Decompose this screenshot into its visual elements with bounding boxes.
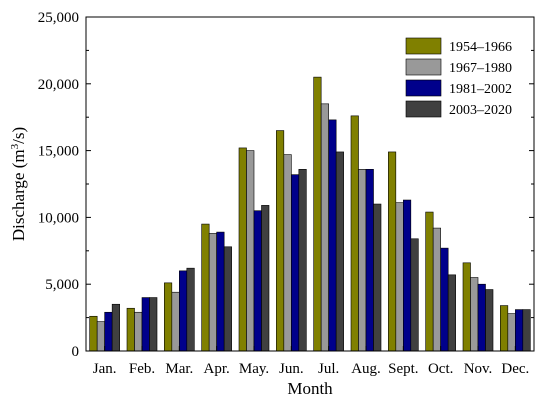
bars-group (89, 76, 531, 352)
bar-1967-1980-Aug (358, 169, 367, 352)
bar-1954-1966-Jul (313, 76, 322, 352)
x-tick-label: Feb. (129, 361, 155, 377)
bar-1981-2002-Jun (291, 174, 300, 352)
bar-1981-2002-Nov (477, 283, 486, 352)
x-tick-label: Dec. (501, 361, 529, 377)
y-axis-title-superscript: 3 (9, 143, 21, 149)
y-tick-label: 5,000 (45, 277, 79, 293)
y-axis-ticks: 0 5,000 10,000 15,000 20,000 25,000 (38, 10, 534, 360)
legend-label: 1967–1980 (449, 61, 512, 76)
y-tick-label: 0 (72, 344, 80, 360)
bar-1981-2002-Jul (328, 119, 337, 352)
bar-1954-1966-Dec (500, 305, 509, 352)
bar-1967-1980-Jan (96, 321, 105, 352)
bar-2003-2020-Dec (522, 309, 531, 352)
x-tick-label: Jul. (318, 361, 339, 377)
y-tick-label: 15,000 (38, 144, 79, 160)
bar-2003-2020-Feb (149, 297, 158, 352)
bar-1954-1966-Feb (126, 307, 135, 352)
bar-1967-1980-Nov (470, 277, 479, 352)
bar-1954-1966-Nov (462, 262, 471, 352)
x-tick-label: Nov. (464, 361, 493, 377)
y-axis-title: Discharge (m3/s) (9, 127, 28, 241)
legend-label: 2003–2020 (449, 103, 512, 118)
bar-1967-1980-Sept (395, 202, 404, 352)
bar-1981-2002-Apr (216, 231, 225, 352)
bar-1981-2002-Aug (365, 169, 374, 352)
legend-swatch (405, 79, 442, 97)
bar-1954-1966-Oct (425, 211, 434, 352)
y-tick-label: 20,000 (38, 77, 79, 93)
bar-1954-1966-Apr (201, 223, 210, 352)
legend-label: 1981–2002 (449, 82, 512, 97)
x-tick-label: Apr. (204, 361, 230, 377)
bar-1954-1966-Jun (276, 130, 285, 352)
x-tick-label: Jan. (93, 361, 117, 377)
bar-2003-2020-May (261, 205, 270, 352)
bar-1981-2002-Dec (515, 309, 524, 352)
bar-2003-2020-Aug (373, 203, 382, 352)
bar-1967-1980-Jun (283, 154, 292, 352)
x-tick-label: Mar. (165, 361, 193, 377)
bar-1967-1980-May (246, 150, 255, 352)
bar-1981-2002-Oct (440, 247, 449, 352)
legend-swatch (405, 58, 442, 76)
bar-2003-2020-Sept (410, 238, 419, 352)
bar-2003-2020-Jun (298, 169, 307, 352)
bar-1967-1980-Feb (134, 311, 143, 352)
y-axis-title-unit: /s) (9, 127, 28, 144)
x-axis-ticks: Jan. Feb. Mar. Apr. May. Jun. Jul. Aug. Sept. Oct… (93, 346, 529, 377)
bar-2003-2020-Nov (485, 289, 494, 352)
bar-2003-2020-Mar (186, 267, 195, 352)
bar-1967-1980-Mar (171, 291, 180, 352)
legend-label: 1954–1966 (449, 40, 512, 55)
bar-1981-2002-Sept (403, 199, 412, 352)
bar-2003-2020-Jul (335, 151, 344, 352)
legend: 1954–1966 1967–1980 1981–2002 2003–2020 (405, 37, 512, 118)
bar-1981-2002-May (253, 210, 262, 352)
bar-1954-1966-Sept (388, 151, 397, 352)
bar-2003-2020-Jan (111, 303, 120, 352)
legend-swatch (405, 100, 442, 118)
x-tick-label: May. (239, 361, 269, 377)
legend-swatch (405, 37, 442, 55)
x-axis-title: Month (287, 379, 333, 398)
x-tick-label: Jun. (279, 361, 304, 377)
x-tick-label: Aug. (351, 361, 381, 377)
bar-1954-1966-Aug (350, 115, 359, 352)
bar-1967-1980-Apr (208, 233, 217, 352)
bar-1954-1966-May (238, 147, 247, 352)
bar-2003-2020-Apr (223, 246, 232, 352)
bar-1954-1966-Jan (89, 315, 98, 352)
bar-1981-2002-Jan (104, 311, 113, 352)
x-tick-label: Sept. (388, 361, 418, 377)
bar-1981-2002-Mar (179, 270, 188, 352)
bar-1967-1980-Dec (507, 313, 516, 352)
bar-1967-1980-Oct (432, 227, 441, 352)
bar-2003-2020-Oct (447, 274, 456, 352)
bar-1954-1966-Mar (164, 282, 173, 352)
y-axis-title-main: Discharge (m (9, 149, 28, 241)
y-tick-label: 10,000 (38, 210, 79, 226)
bar-1981-2002-Feb (141, 297, 150, 352)
y-tick-label: 25,000 (38, 10, 79, 26)
bar-1967-1980-Jul (320, 103, 329, 352)
x-tick-label: Oct. (428, 361, 453, 377)
